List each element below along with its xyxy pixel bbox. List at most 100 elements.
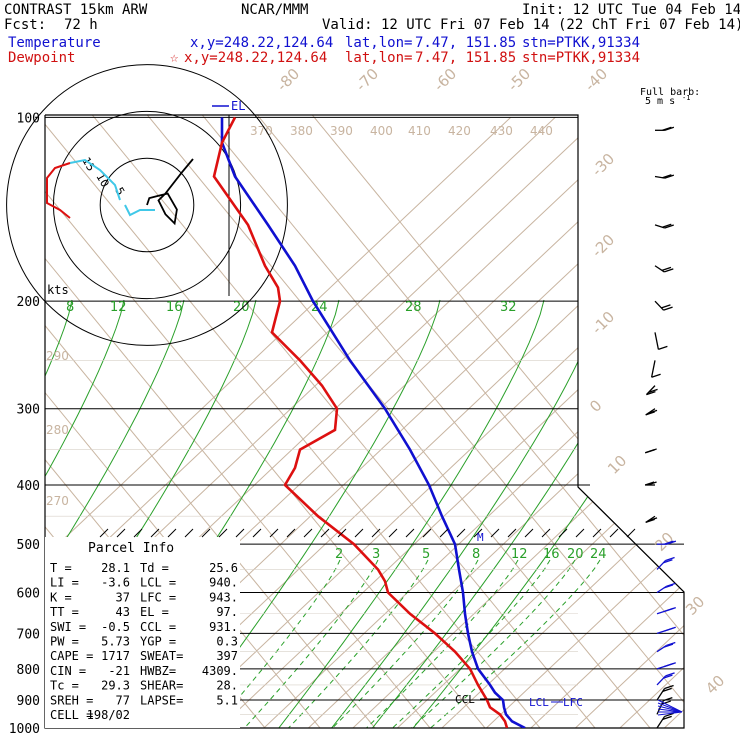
mixing-ratio-label: 24 <box>590 547 607 562</box>
cap-hatch <box>303 528 313 538</box>
mixing-ratio-line <box>278 299 545 728</box>
wind-barb-flag <box>663 559 673 564</box>
isotherm-label: 0 <box>586 396 605 415</box>
cap-hatch <box>201 528 211 538</box>
mixing-ratio-dashed-line <box>411 559 576 728</box>
cap-hatch <box>235 528 245 538</box>
parcel-row-label: LCL = <box>140 576 176 590</box>
pressure-label: 1000 <box>9 722 40 737</box>
cap-hatch <box>626 528 636 538</box>
isotherm-line <box>486 116 684 728</box>
isotherm-line <box>45 116 512 728</box>
parcel-row-value: 940. <box>209 576 238 590</box>
dewpoint-star-icon: ☆ <box>170 50 179 66</box>
isotherm-label: -40 <box>581 65 611 95</box>
mixing-ratio-label: 12 <box>110 300 127 315</box>
wind-barb-flag <box>662 174 672 179</box>
parcel-row-value: 97. <box>216 605 238 619</box>
wind-barb-flag <box>663 696 673 702</box>
pressure-label: 300 <box>17 403 40 418</box>
cap-hatch <box>405 528 415 538</box>
wind-barb-flag <box>662 715 672 720</box>
wind-barb-flag <box>665 556 675 562</box>
mixing-ratio-line <box>331 299 603 728</box>
dewpoint-legend-label: Dewpoint <box>8 50 76 66</box>
full-barb-exponent: -1 <box>682 94 690 102</box>
wind-barb <box>657 711 683 716</box>
cap-hatch <box>439 528 449 538</box>
isotherm-line <box>619 116 684 728</box>
wind-barb-flag <box>664 174 675 179</box>
kts-label: kts <box>47 283 69 297</box>
parcel-row-value: 28. <box>216 679 238 693</box>
wind-barb-flag <box>666 582 676 587</box>
parcel-row-value: 37 <box>116 590 130 604</box>
wind-barb-flag <box>663 584 674 589</box>
parcel-row-label: LI = <box>50 576 79 590</box>
parcel-row-label: LFC = <box>140 590 176 604</box>
wind-barb <box>645 385 656 396</box>
wind-barb-flag <box>647 409 658 414</box>
mixing-ratio-line <box>45 299 125 728</box>
temperature-legend-label: Temperature <box>8 35 101 51</box>
wind-barb-flag <box>664 662 674 668</box>
theta-label: 370 <box>250 124 273 138</box>
cap-hatch <box>184 528 194 538</box>
wind-barb <box>654 300 665 311</box>
parcel-row-label: YGP = <box>140 635 176 649</box>
cap-hatch <box>422 528 432 538</box>
wind-barb-flag <box>664 224 674 229</box>
pressure-label: 800 <box>17 663 40 678</box>
isotherm-line <box>45 116 556 728</box>
wind-barb <box>650 360 656 378</box>
cap-hatch <box>320 528 330 538</box>
hodograph-ring-label: 15 <box>79 155 97 174</box>
theta-label: 380 <box>290 124 313 138</box>
m-label: M <box>477 531 484 544</box>
cap-hatch <box>286 528 296 538</box>
parcel-row-value: 1717 <box>101 649 130 663</box>
parcel-row-value: 29.3 <box>101 679 130 693</box>
wind-barb-flag <box>645 518 655 524</box>
pressure-label: 700 <box>17 627 40 642</box>
parcel-info-title: Parcel Info <box>88 541 174 556</box>
parcel-row-value: -3.6 <box>101 576 130 590</box>
fcst-label: Fcst: <box>4 17 47 33</box>
wind-barb-flag <box>664 607 674 613</box>
cap-hatch <box>575 528 585 538</box>
org-label: NCAR/MMM <box>241 2 309 18</box>
parcel-row-value: -21 <box>108 664 130 678</box>
dry-adiabat-line <box>45 115 486 728</box>
isotherm-label: 10 <box>604 452 630 478</box>
wind-barb-flag <box>662 687 672 692</box>
isotherm-line <box>174 116 684 728</box>
parcel-row-value: 25.6 <box>209 561 238 575</box>
wind-barb-flag <box>662 126 672 131</box>
parcel-info-box <box>45 537 240 728</box>
parcel-row-label: CIN = <box>50 664 86 678</box>
hodograph-ring <box>6 64 288 346</box>
theta-label: 420 <box>448 124 471 138</box>
parcel-row-value: 943. <box>209 590 238 604</box>
temperature-xy: x,y=248.22,124.64 <box>190 35 334 51</box>
cap-hatch <box>507 528 517 538</box>
wind-barb-flag <box>662 223 672 228</box>
parcel-row-value: 931. <box>209 620 238 634</box>
lfc-label: LFC <box>563 696 583 709</box>
wind-barb-flag <box>666 540 677 545</box>
parcel-row-label: SWI = <box>50 620 86 634</box>
wind-barb-flag <box>647 448 657 453</box>
isotherm-label: -30 <box>588 150 618 180</box>
theta-label: 400 <box>370 124 393 138</box>
plot-frame-diagonal <box>577 486 685 593</box>
parcel-row-value: 28.1 <box>101 561 130 575</box>
parcel-row-label: TT = <box>50 605 79 619</box>
cap-hatch <box>524 528 534 538</box>
theta-label: 440 <box>530 124 553 138</box>
mixing-ratio-label: 32 <box>500 300 517 315</box>
parcel-row-value: 4309. <box>202 664 238 678</box>
cap-hatch <box>337 528 347 538</box>
wind-barb-flag <box>663 643 674 648</box>
dry-adiabat-line <box>45 115 431 728</box>
wind-barb-flag <box>664 126 675 131</box>
